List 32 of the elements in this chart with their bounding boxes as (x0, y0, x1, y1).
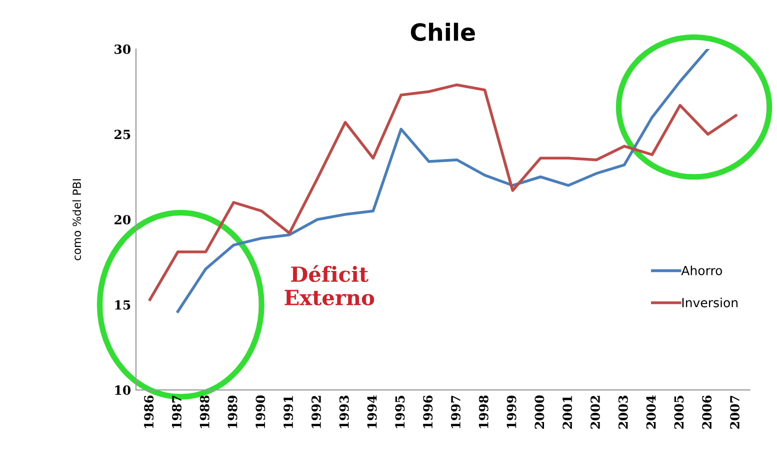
x-tick-label: 1988 (200, 395, 210, 428)
annotation: Déficit Externo (284, 265, 374, 306)
y-axis-title: como %del PBI (72, 179, 82, 260)
legend-label: Inversion (682, 298, 738, 308)
x-tick-label: 2001 (562, 396, 572, 429)
y-tick-label: 30 (114, 44, 131, 54)
x-tick-label: 1986 (144, 395, 154, 428)
chart-title: Chile (410, 22, 475, 42)
y-tick-label: 25 (114, 130, 130, 140)
x-tick-label: 2006 (702, 395, 712, 429)
x-tick-label: 1993 (339, 396, 349, 428)
x-tick-label: 1995 (395, 396, 405, 428)
x-tick-label: 1996 (423, 395, 433, 428)
x-tick-label: 1999 (506, 396, 516, 428)
x-tick-label: 1991 (284, 396, 294, 428)
x-tick-label: 1989 (228, 396, 238, 428)
y-tick-label: 20 (114, 214, 131, 224)
x-tick-label: 2007 (730, 396, 740, 429)
x-tick-label: 2000 (534, 395, 544, 429)
x-tick-label: 1997 (451, 396, 460, 428)
x-tick-label: 2005 (674, 396, 684, 429)
y-tick-label: 15 (115, 300, 130, 310)
x-tick-label: 1994 (367, 395, 377, 428)
x-tick-label: 1992 (312, 396, 321, 428)
legend-label: Ahorro (681, 266, 722, 276)
x-tick-label: 2002 (590, 396, 600, 429)
x-tick-label: 1990 (256, 395, 266, 428)
x-tick-label: 1987 (172, 396, 182, 428)
y-tick-label: 10 (115, 385, 131, 395)
x-tick-label: 2003 (618, 396, 628, 429)
x-tick-label: 1998 (478, 395, 488, 428)
x-tick-label: 2004 (646, 395, 656, 429)
